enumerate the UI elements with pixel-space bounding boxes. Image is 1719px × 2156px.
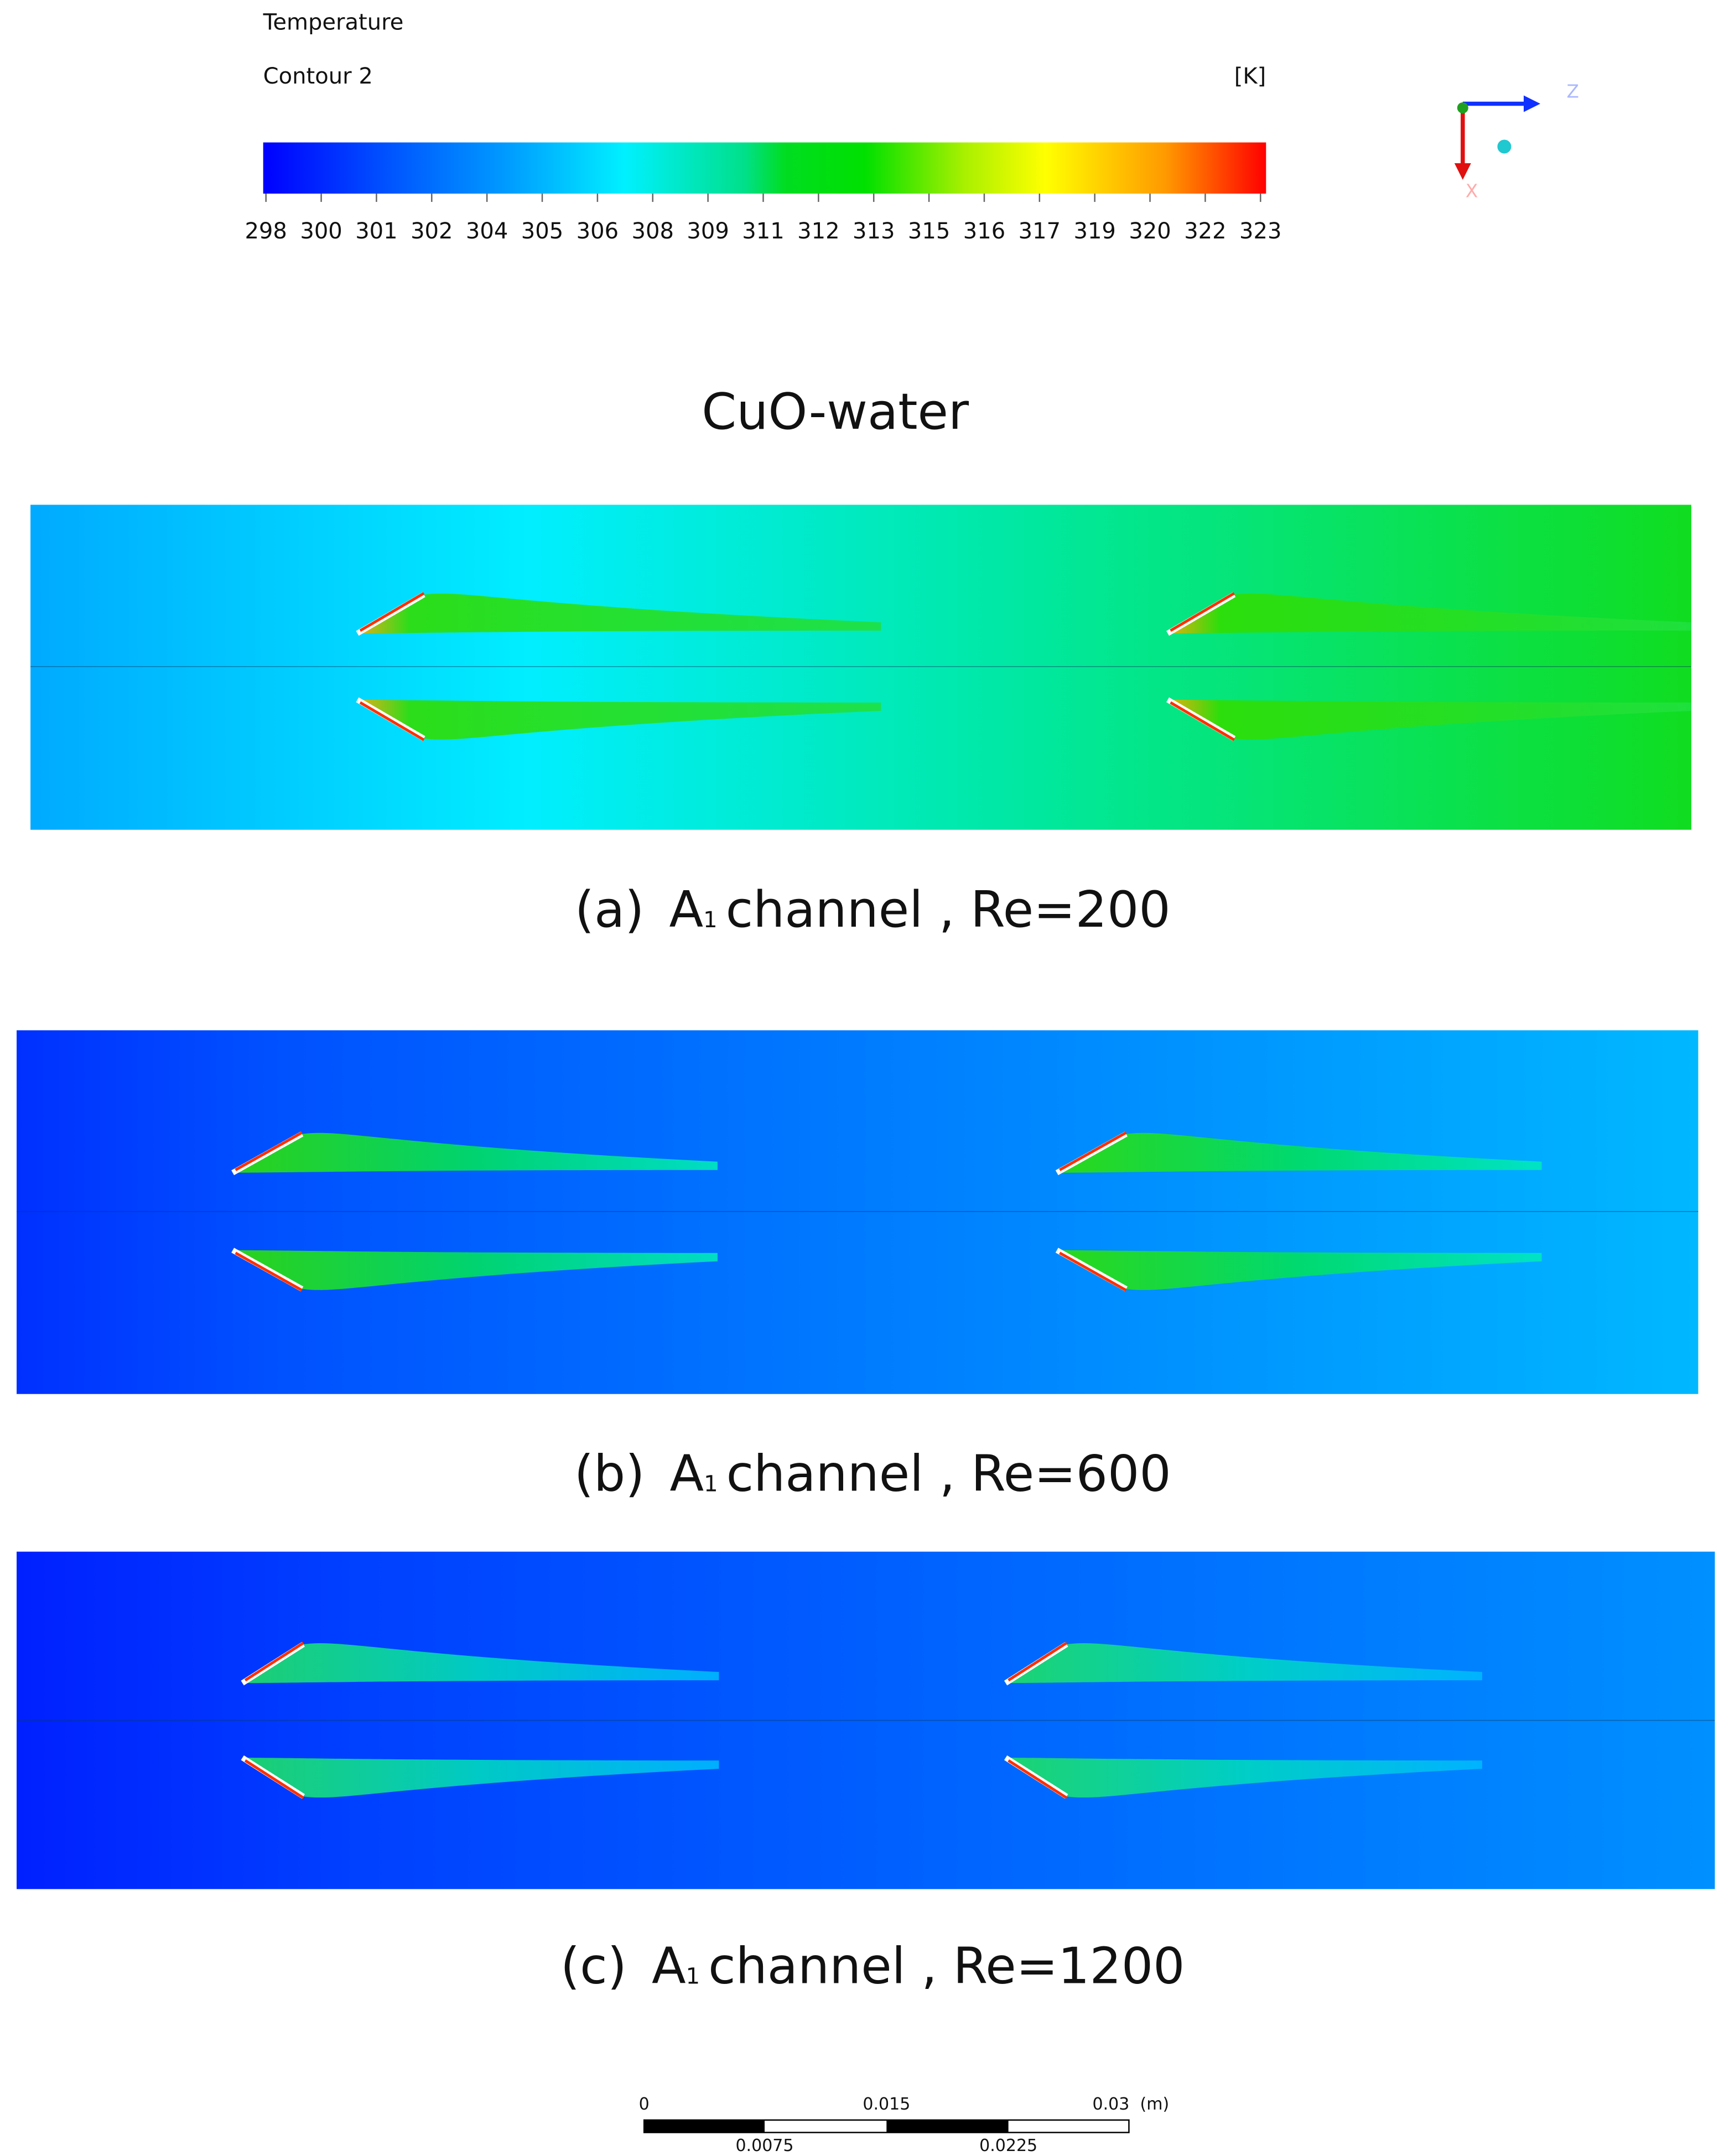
caption-subscript: 1: [686, 1964, 700, 1989]
hot-edge: [1007, 1759, 1068, 1799]
hot-edge: [359, 592, 425, 632]
view-ball: [1497, 139, 1512, 154]
thermal-wake: [232, 1250, 718, 1290]
hot-edge: [244, 1759, 304, 1799]
thermal-wake: [357, 593, 881, 633]
colorbar-tick-label: 305: [521, 219, 563, 244]
colorbar-tick-label: 320: [1129, 219, 1171, 244]
colorbar-tick-label: 302: [411, 219, 453, 244]
colorbar-tick-label: 304: [466, 219, 508, 244]
panel-caption: (c) A1 channel , Re=1200: [560, 1937, 1185, 1995]
thermal-wake: [1005, 1643, 1482, 1684]
colorbar: [263, 142, 1266, 194]
z-arrow: [1523, 95, 1541, 112]
legend-subtitle: Contour 2: [263, 64, 373, 89]
thermal-wake: [1057, 1132, 1542, 1173]
panel-caption: (b) A1 channel , Re=600: [574, 1445, 1171, 1503]
colorbar-tick-label: 322: [1184, 219, 1226, 244]
hot-edge: [1007, 1641, 1068, 1682]
colorbar-tick-label: 316: [963, 219, 1005, 244]
caption-text: channel , Re=1200: [708, 1937, 1185, 1995]
thermal-wake: [242, 1758, 719, 1798]
x-label: X: [1466, 180, 1478, 201]
caption-name: A: [669, 1445, 704, 1503]
colorbar-tick-label: 315: [908, 219, 950, 244]
colorbar-tick-label: 317: [1019, 219, 1061, 244]
panel-background: [30, 505, 1691, 830]
hot-edge: [359, 701, 425, 741]
caption-label: (c): [560, 1937, 627, 1995]
scale-label: 0: [639, 2095, 650, 2114]
colorbar-tick-label: 323: [1239, 219, 1281, 244]
caption-subscript: 1: [703, 907, 717, 933]
scale-bar: 0 0.015 0.03 (m) 0.0075 0.0225: [639, 2095, 1170, 2155]
hot-edge: [1170, 701, 1235, 741]
colorbar-tick-label: 300: [300, 219, 342, 244]
contour-panel: [30, 505, 1691, 830]
caption-label: (b): [574, 1445, 645, 1503]
thermal-wake: [357, 699, 881, 740]
panel-caption: (a) A1 channel , Re=200: [575, 881, 1171, 939]
colorbar-tick-label: 319: [1073, 219, 1115, 244]
thermal-wake: [1167, 699, 1691, 740]
scale-label: 0.0225: [979, 2136, 1037, 2155]
caption-text: channel , Re=200: [726, 881, 1171, 939]
scale-label: 0.0075: [735, 2136, 793, 2155]
colorbar-tick-label: 312: [797, 219, 839, 244]
colorbar-tick-label: 301: [355, 219, 397, 244]
colorbar-tick-label: 306: [577, 219, 619, 244]
scale-label: 0.015: [863, 2095, 910, 2114]
z-label: Z: [1567, 81, 1579, 102]
legend-unit: [K]: [1234, 64, 1266, 89]
thermal-wake: [1057, 1250, 1542, 1290]
scale-segment: [644, 2120, 765, 2133]
origin: [1457, 102, 1468, 113]
colorbar-tick-label: 311: [742, 219, 784, 244]
hot-edge: [235, 1131, 303, 1171]
axes-triad: Z X: [1454, 81, 1579, 201]
caption-name: A: [669, 881, 703, 939]
colorbar-tick-label: 309: [687, 219, 729, 244]
panel-background: [17, 1030, 1699, 1394]
hot-edge: [235, 1251, 303, 1292]
thermal-wake: [242, 1643, 719, 1684]
contour-panel: [17, 1551, 1715, 1889]
caption-label: (a): [575, 881, 645, 939]
x-arrow: [1454, 163, 1471, 180]
hot-edge: [1170, 592, 1235, 632]
thermal-wake: [1167, 593, 1691, 633]
hot-edge: [1059, 1251, 1127, 1292]
thermal-wake: [232, 1132, 718, 1173]
scale-segment: [886, 2120, 1009, 2133]
caption-text: channel , Re=600: [726, 1445, 1171, 1503]
caption-name: A: [652, 1937, 686, 1995]
hot-edge: [1059, 1131, 1127, 1171]
heading: CuO-water: [702, 383, 969, 441]
thermal-wake: [1005, 1758, 1482, 1798]
hot-edge: [244, 1641, 304, 1682]
colorbar-tick-label: 298: [245, 219, 287, 244]
scale-label: 0.03: [1092, 2095, 1129, 2114]
colorbar-tick-label: 308: [632, 219, 674, 244]
colorbar-tick-label: 313: [853, 219, 895, 244]
contour-panel: [17, 1030, 1699, 1394]
scale-unit: (m): [1140, 2095, 1169, 2114]
legend-title: Temperature: [263, 10, 404, 35]
caption-subscript: 1: [704, 1472, 718, 1497]
